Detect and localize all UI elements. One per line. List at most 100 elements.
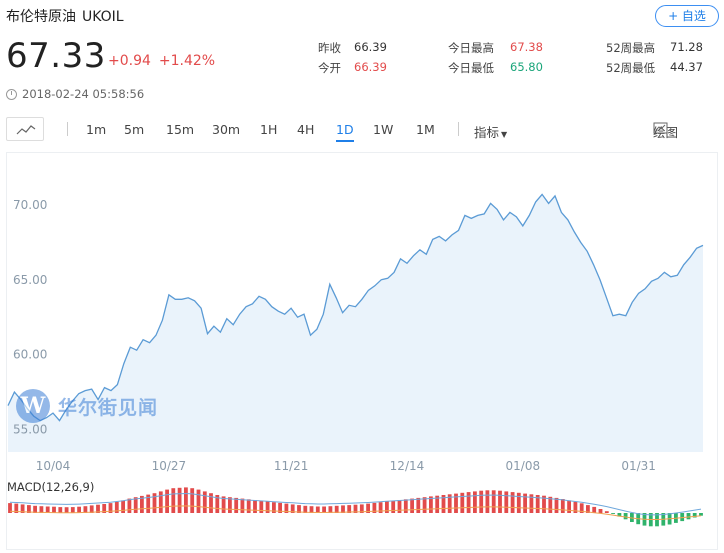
price-area (8, 194, 703, 452)
line-chart-icon (16, 125, 36, 135)
watermark: W 华尔街见闻 (16, 389, 158, 423)
period-tab-1w[interactable]: 1W (373, 122, 394, 137)
y-tick-label: 55.00 (13, 423, 47, 437)
macd-bar (196, 489, 201, 513)
macd-bar (529, 494, 534, 513)
macd-bar (146, 494, 151, 513)
macd-bar (535, 495, 540, 513)
macd-bar (8, 503, 12, 513)
macd-bar (454, 493, 458, 513)
x-tick-label: 10/04 (36, 459, 71, 473)
y-tick-label: 60.00 (13, 348, 47, 362)
stat-value: 71.28 (670, 40, 703, 54)
macd-bar (498, 490, 502, 513)
timestamp: 2018-02-24 05:58:56 (22, 87, 145, 101)
x-tick-label: 01/31 (621, 459, 656, 473)
macd-bar (228, 497, 232, 513)
draw-button[interactable]: 绘图 (653, 122, 678, 141)
add-watchlist-button[interactable]: + 自选 (655, 5, 719, 27)
period-tab-1m[interactable]: 1M (416, 122, 435, 137)
macd-bar (573, 501, 578, 513)
macd-bar (14, 503, 19, 513)
macd-bar (699, 513, 703, 516)
macd-bar (77, 506, 81, 513)
macd-bar (284, 503, 289, 513)
period-tab-1m[interactable]: 1m (86, 122, 107, 137)
macd-bar (89, 505, 94, 513)
macd-bar (586, 505, 590, 513)
x-tick-label: 11/21 (274, 459, 309, 473)
macd-bar (598, 509, 603, 513)
macd-bar (341, 505, 345, 513)
macd-bar (240, 498, 245, 513)
draw-icon (653, 122, 668, 134)
macd-bar (579, 503, 584, 513)
macd-bar (416, 497, 421, 513)
period-tab-4h[interactable]: 4H (297, 122, 315, 137)
macd-bar (121, 500, 125, 513)
macd-bar (611, 513, 615, 514)
macd-bar (680, 513, 685, 522)
toolbar-divider (67, 122, 68, 136)
macd-bar (473, 491, 477, 513)
macd-bar (184, 487, 188, 513)
macd-bar (259, 500, 264, 513)
macd-bar (359, 504, 364, 513)
stat-label: 52周最低 (606, 61, 656, 75)
period-tab-30m[interactable]: 30m (212, 122, 241, 137)
macd-bar (246, 499, 251, 513)
macd-bar (491, 490, 496, 513)
instrument-name: 布伦特原油 (6, 9, 76, 25)
macd-bar (33, 505, 37, 513)
macd-bar (623, 513, 628, 520)
period-tab-5m[interactable]: 5m (124, 122, 145, 137)
instrument-code: UKOIL (82, 9, 124, 25)
x-tick-label: 10/27 (152, 459, 187, 473)
toolbar-divider (458, 122, 459, 136)
period-tab-1h[interactable]: 1H (260, 122, 278, 137)
macd-bar (435, 495, 440, 513)
macd-bar (265, 501, 270, 513)
macd-bar (429, 496, 433, 513)
price-line (7, 193, 704, 422)
stat-label: 今日最低 (448, 61, 494, 75)
macd-bar (58, 507, 63, 513)
macd-bar (64, 507, 69, 513)
clock-icon (6, 88, 17, 100)
stat-value: 67.38 (510, 40, 543, 54)
macd-bar (604, 511, 609, 513)
period-tab-1d[interactable]: 1D (336, 122, 354, 142)
stat-value: 66.39 (354, 40, 387, 54)
macd-bar (158, 491, 163, 513)
macd-bar (171, 488, 176, 513)
indicator-label: 指标 (474, 125, 500, 140)
stat-label: 52周最高 (606, 41, 656, 55)
macd-bar (692, 513, 697, 518)
macd-bar (83, 506, 88, 513)
chart-type-button[interactable] (6, 117, 44, 141)
macd-bar (27, 505, 31, 513)
indicator-dropdown[interactable]: 指标 ▼ (474, 122, 507, 141)
macd-bar (133, 497, 138, 513)
macd-bar (592, 506, 597, 513)
caret-down-icon: ▼ (501, 130, 508, 139)
stat-label: 昨收 (318, 41, 341, 55)
macd-bar (567, 500, 571, 513)
macd-bar (403, 499, 408, 513)
macd-bar (334, 505, 339, 513)
macd-bar (516, 492, 521, 513)
macd-bar (177, 487, 182, 513)
period-tab-15m[interactable]: 15m (166, 122, 195, 137)
macd-bar (560, 499, 565, 513)
stat-value: 65.80 (510, 60, 543, 74)
macd-bar (209, 493, 213, 513)
macd-bar (353, 504, 358, 513)
macd-bar (397, 500, 402, 513)
macd-bar (108, 503, 113, 513)
macd-bar (190, 488, 195, 513)
macd-bar (39, 506, 44, 513)
macd-bar (127, 498, 132, 513)
macd-bar (278, 502, 282, 513)
macd-bar (152, 493, 157, 513)
